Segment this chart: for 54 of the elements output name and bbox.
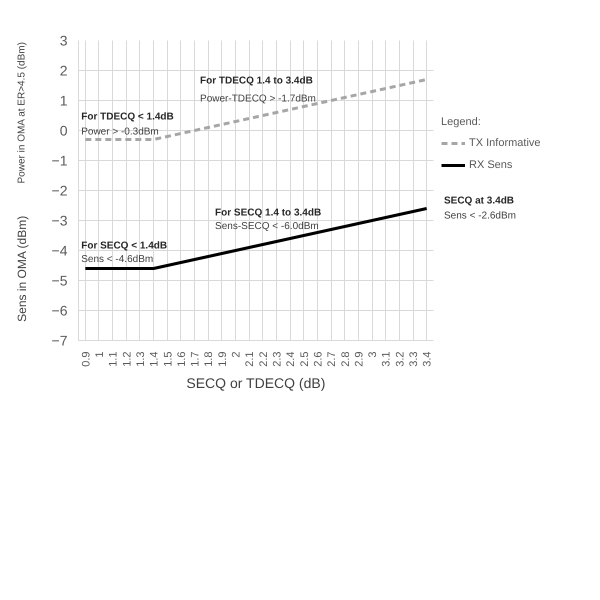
x-tick-label: 2.4 xyxy=(285,351,298,367)
y-tick-label: −4 xyxy=(52,242,68,258)
x-tick-label: 3.2 xyxy=(394,351,406,367)
annotation: Power-TDECQ > -1.7dBm xyxy=(200,94,316,104)
x-tick-label: 1.4 xyxy=(148,351,161,367)
y-tick-label: −3 xyxy=(52,212,68,228)
y-tick-label: −6 xyxy=(52,302,68,318)
x-tick-label: 2.6 xyxy=(312,351,324,367)
y-tick-label: −7 xyxy=(52,332,68,348)
x-tick-label: 1.5 xyxy=(162,351,174,367)
x-tick-label: 1.7 xyxy=(190,351,202,367)
y-tick-label: −2 xyxy=(52,182,68,198)
x-tick-label: 2.7 xyxy=(326,351,338,367)
y-axis-title: Power in OMA at ER>4.5 (dBm) xyxy=(16,42,28,184)
text: SECQ at 3.4dB xyxy=(444,196,514,206)
y-tick-label: −1 xyxy=(52,152,68,168)
x-tick-label: 1.1 xyxy=(108,351,120,367)
y-tick-label: 0 xyxy=(60,122,68,138)
x-axis-title: SECQ or TDECQ (dB) xyxy=(186,374,326,391)
y-tick-label: 1 xyxy=(60,92,68,108)
annotation: For TDECQ 1.4 to 3.4dB xyxy=(200,76,313,86)
legend-label: TX Informative xyxy=(469,137,541,149)
x-tick-label: 1.2 xyxy=(121,351,134,367)
annotation: For TDECQ < 1.4dB xyxy=(81,112,174,122)
x-tick-label: 3.3 xyxy=(408,351,420,367)
x-tick-label: 2.3 xyxy=(271,351,284,367)
annotation: For SECQ < 1.4dB xyxy=(81,240,168,252)
x-tick-label: 2.8 xyxy=(340,351,352,367)
x-tick-label: 3.4 xyxy=(422,351,434,367)
x-tick-label: 1.9 xyxy=(216,351,229,367)
y-tick-label: 3 xyxy=(60,32,68,48)
x-tick-label: 1.8 xyxy=(203,351,216,367)
line-series xyxy=(84,207,428,270)
x-tick-label: 1.6 xyxy=(176,351,188,367)
y-tick-label: −5 xyxy=(52,272,68,288)
x-tick-label: 0.9 xyxy=(80,351,92,367)
x-tick-label: 1 xyxy=(94,351,106,358)
annotation: For SECQ 1.4 to 3.4dB xyxy=(215,208,322,218)
legend-title: Legend: xyxy=(441,116,482,128)
text: Sens in OMA (dBm) xyxy=(15,216,30,322)
x-tick-label: 3 xyxy=(367,351,380,358)
annotation: Sens < -4.6dBm xyxy=(81,254,154,265)
x-tick-label: 2.5 xyxy=(298,351,311,367)
annotation: Sens-SECQ < -6.0dBm xyxy=(215,221,319,232)
x-tick-label: 2.9 xyxy=(353,351,366,367)
x-tick-label: 1.3 xyxy=(134,351,147,367)
x-tick-label: 2 xyxy=(230,351,243,358)
text: Sens < -2.6dBm xyxy=(444,210,516,222)
x-tick-label: 2.1 xyxy=(244,351,256,367)
x-tick-label: 2.2 xyxy=(258,351,270,367)
legend-label: RX Sens xyxy=(469,159,512,171)
annotation: Power > -0.3dBm xyxy=(81,126,159,138)
y-tick-label: 2 xyxy=(60,62,68,78)
x-tick-label: 3.1 xyxy=(380,351,393,367)
